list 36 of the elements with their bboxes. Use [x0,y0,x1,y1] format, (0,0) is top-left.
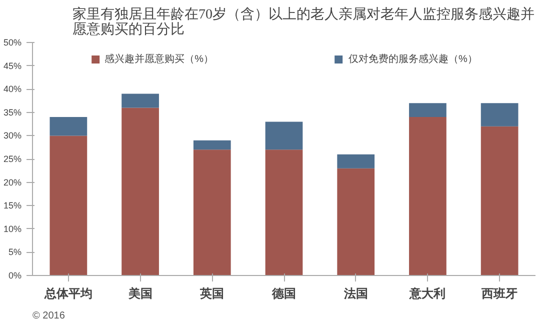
y-tick-label: 5% [8,247,22,258]
x-tick-label: 总体平均 [43,286,92,300]
x-tick-label: 西班牙 [480,286,518,300]
bar [337,154,375,168]
y-tick-label: 10% [3,224,22,234]
bar [265,122,303,150]
bar [50,117,88,136]
bar [480,126,518,276]
y-tick-label: 35% [3,107,22,118]
x-tick-label: 法国 [342,286,368,300]
bar [193,140,231,150]
bar [409,103,446,118]
y-tick-label: 15% [3,200,22,211]
x-tick-label: 意大利 [408,286,446,300]
y-tick-label: 25% [3,154,22,164]
bar [50,136,88,276]
y-tick-label: 40% [3,84,22,94]
text: © 2016 [32,310,66,322]
x-tick-label: 英国 [199,286,224,300]
bar [193,150,231,276]
bar [337,168,375,276]
y-tick-label: 50% [3,38,22,48]
y-tick-label: 0% [8,270,22,280]
bar [122,94,159,108]
y-tick-label: 30% [3,130,22,141]
bar [122,108,159,276]
y-tick-label: 20% [3,177,22,188]
bar [409,117,446,276]
bar [480,103,518,126]
legend-label: 仅对免费的服务感兴趣（%） [348,52,478,66]
chart-title: 家里有独居且年龄在70岁（含）以上的老人亲属对老年人监控服务感兴趣并愿意购买的百分比 [72,6,534,38]
x-tick-label: 美国 [127,286,152,300]
bar [265,150,303,276]
x-tick-label: 德国 [271,286,296,300]
y-tick-label: 45% [3,60,22,71]
legend-label: 感兴趣并愿意购买（%） [104,52,214,66]
